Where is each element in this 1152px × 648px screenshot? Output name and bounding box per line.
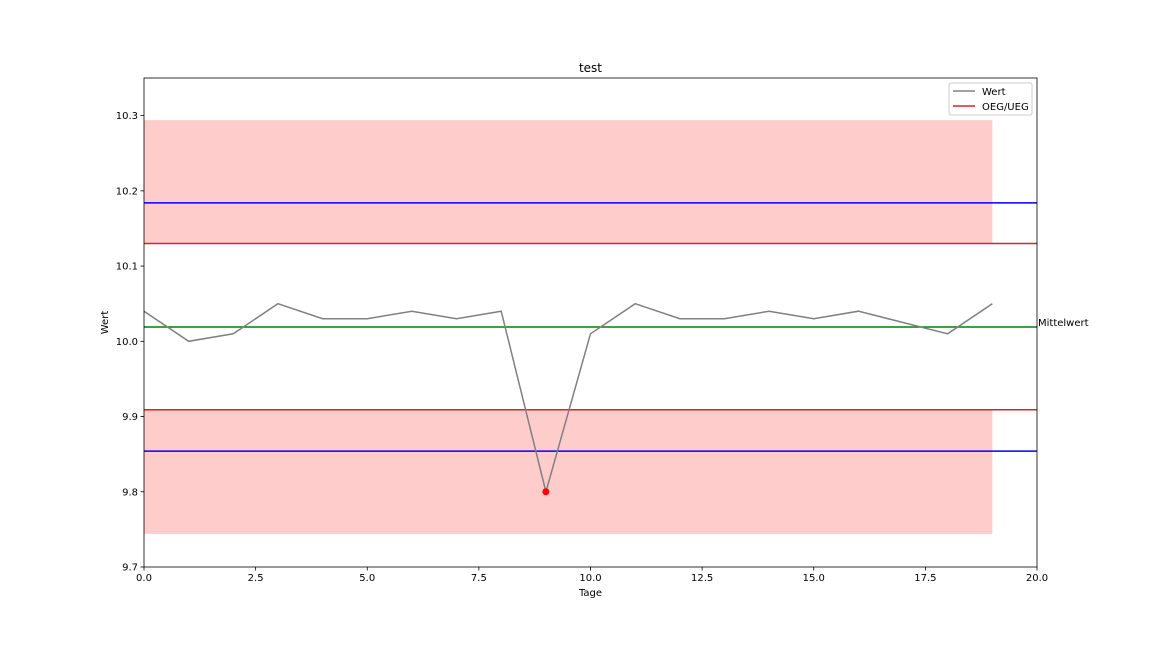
outlier-point — [542, 488, 550, 496]
y-tick-label: 10.0 — [116, 337, 138, 348]
x-tick-label: 15.0 — [803, 573, 825, 584]
y-tick-label: 10.3 — [116, 111, 138, 122]
upper-shaded-band — [144, 120, 993, 244]
mean-line-label: Mittelwert — [1038, 318, 1089, 329]
y-tick-label: 10.1 — [116, 262, 138, 273]
y-tick-label: 9.8 — [122, 487, 138, 498]
y-tick-label: 9.7 — [122, 563, 138, 574]
legend-label-oeg-ueg: OEG/UEG — [982, 102, 1029, 113]
horizontal-lines — [144, 202, 1037, 452]
lower-shaded-band — [144, 409, 993, 534]
series-line-wert — [143, 302, 993, 495]
x-tick-label: 17.5 — [914, 573, 936, 584]
x-tick-label: 2.5 — [248, 573, 264, 584]
x-axis-label: Tage — [578, 588, 602, 599]
shaded-bands — [144, 120, 993, 534]
x-tick-label: 0.0 — [136, 573, 152, 584]
y-axis-label: Wert — [100, 311, 111, 335]
x-tick-label: 12.5 — [691, 573, 713, 584]
series-lines — [143, 302, 993, 495]
y-tick-label: 10.2 — [116, 186, 138, 197]
y-tick-label: 9.9 — [122, 412, 138, 423]
x-tick-label: 5.0 — [359, 573, 375, 584]
legend: Wert OEG/UEG — [948, 82, 1033, 116]
x-tick-label: 7.5 — [471, 573, 487, 584]
x-axis-ticks: 0.0 2.5 5.0 7.5 10.0 12.5 15.0 17.5 20.0 — [136, 567, 1048, 584]
chart-title: test — [579, 61, 602, 75]
legend-label-wert: Wert — [982, 87, 1006, 98]
x-tick-label: 20.0 — [1026, 573, 1048, 584]
x-tick-label: 10.0 — [579, 573, 601, 584]
outlier-points — [542, 488, 550, 496]
y-axis-ticks: 9.7 9.8 9.9 10.0 10.1 10.2 10.3 — [116, 111, 144, 574]
